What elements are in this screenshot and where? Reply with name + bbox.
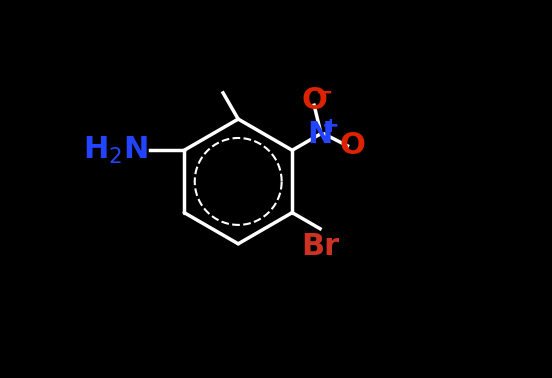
Text: N: N: [307, 120, 333, 149]
Text: Br: Br: [301, 232, 339, 262]
Text: −: −: [316, 82, 333, 102]
Text: O: O: [339, 131, 365, 160]
Text: +: +: [322, 116, 339, 136]
Text: H$_2$N: H$_2$N: [83, 135, 148, 166]
Text: O: O: [301, 86, 327, 115]
